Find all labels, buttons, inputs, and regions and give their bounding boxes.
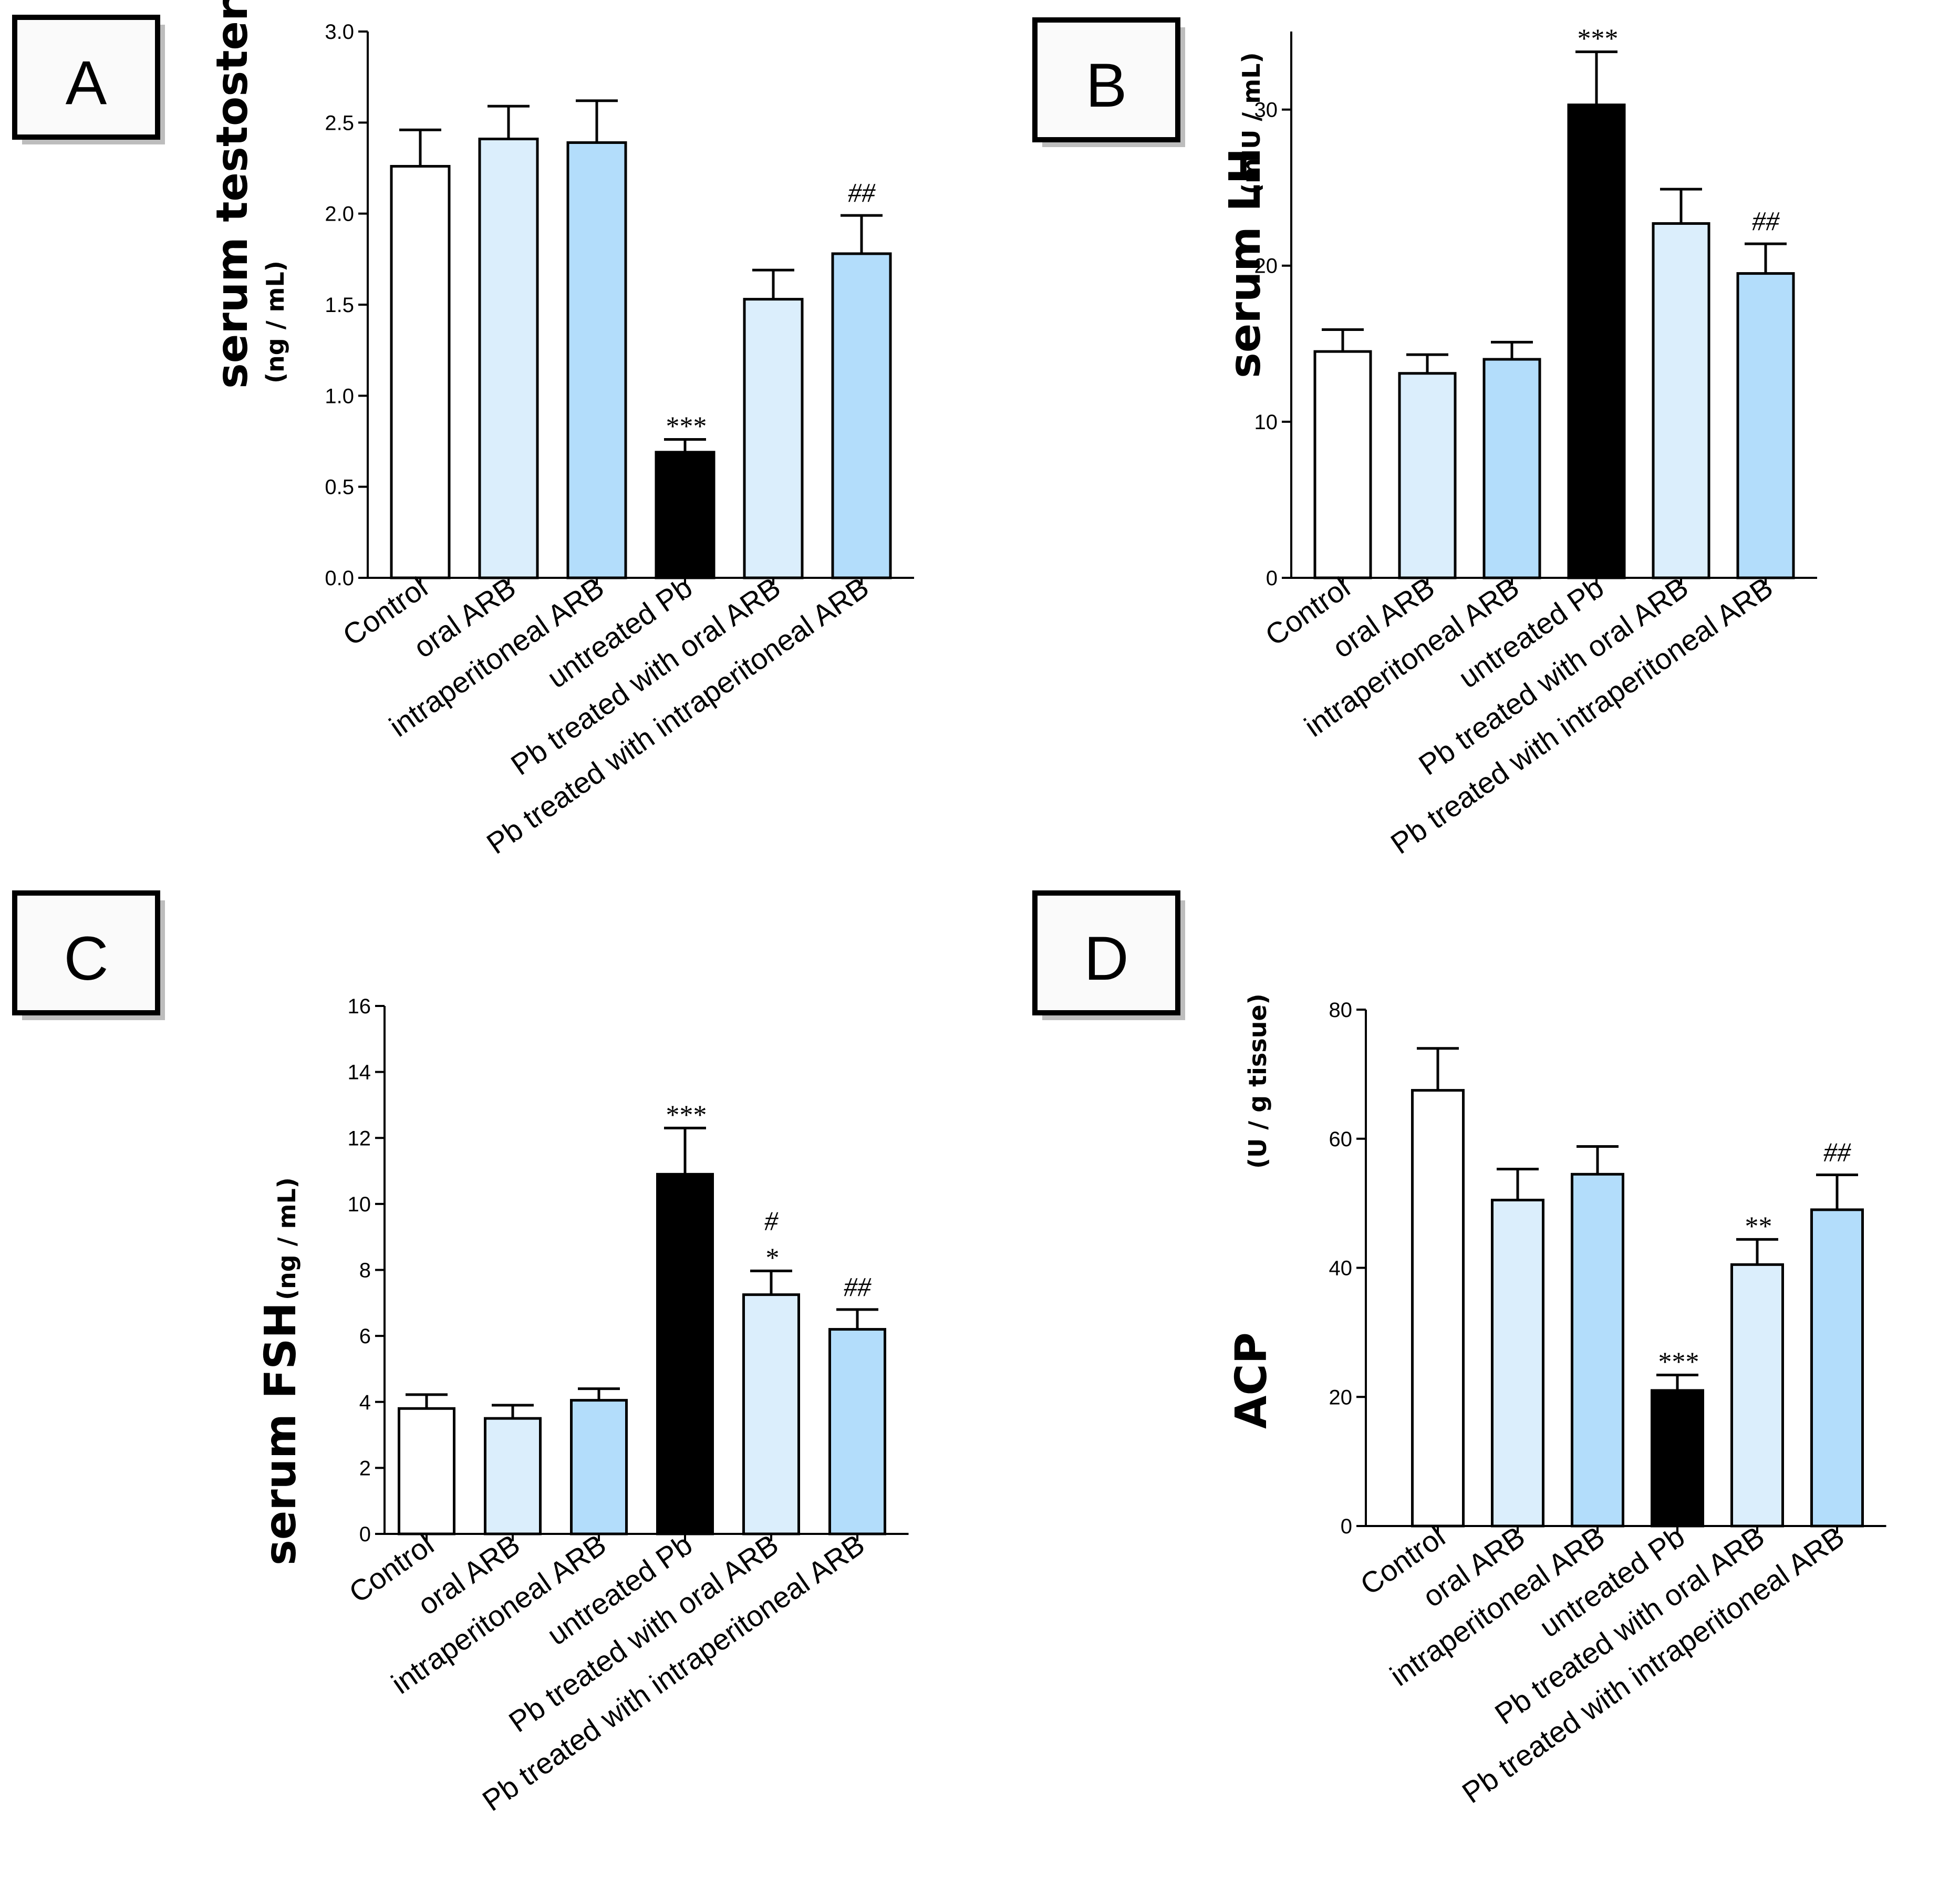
significance-label: *** (665, 1100, 706, 1130)
y-axis-unit: (U / g tissue) (1243, 993, 1272, 1169)
y-tick-label: 2.5 (325, 111, 354, 134)
bar (1411, 1089, 1465, 1528)
panel-letter: A (66, 48, 107, 118)
bar (1651, 1389, 1704, 1528)
y-tick-label: 1.0 (325, 385, 354, 408)
y-axis-title: serum LH (1220, 148, 1270, 378)
significance-label: *** (1657, 1347, 1698, 1377)
bar (1398, 372, 1457, 579)
bar (1491, 1198, 1544, 1528)
y-tick-label: 60 (1329, 1128, 1353, 1151)
panel-box (1032, 17, 1180, 142)
y-tick-label: 10 (348, 1193, 371, 1216)
y-tick-label: 40 (1329, 1257, 1353, 1280)
significance-label: *** (1576, 24, 1617, 54)
y-tick-label: 1.5 (325, 294, 354, 317)
panel-box (12, 890, 160, 1015)
panel-letter: D (1084, 924, 1128, 993)
bar (1567, 103, 1626, 579)
y-tick-label: 80 (1329, 999, 1353, 1022)
significance-label: *** (665, 412, 706, 442)
y-tick-label: 0 (1341, 1515, 1352, 1538)
bar (478, 138, 539, 579)
y-tick-label: 0 (1266, 567, 1278, 590)
y-axis-unit: (ng / mL) (261, 261, 289, 383)
y-tick-label: 0.0 (325, 567, 354, 590)
bar (831, 252, 892, 579)
bar (390, 165, 451, 579)
significance-label: ** (1744, 1211, 1771, 1241)
panel-letter: B (1086, 51, 1127, 120)
bar (570, 1399, 628, 1535)
panel-box (12, 15, 160, 140)
y-tick-label: 8 (359, 1259, 371, 1282)
y-tick-label: 30 (1254, 99, 1278, 122)
bar (1730, 1263, 1784, 1528)
bar (743, 298, 804, 579)
y-tick-label: 10 (1254, 411, 1278, 434)
y-tick-label: 0.5 (325, 476, 354, 499)
significance-label: * (764, 1243, 778, 1273)
y-tick-label: 20 (1254, 255, 1278, 278)
bar (1313, 350, 1372, 579)
bar (484, 1417, 542, 1535)
bar (1736, 272, 1795, 579)
y-tick-label: 3.0 (325, 20, 354, 44)
bar (1482, 358, 1541, 579)
y-axis-unit: (ng / mL) (273, 1177, 301, 1300)
bar (1810, 1208, 1864, 1528)
y-axis-title: serum testosterone (208, 0, 257, 389)
y-tick-label: 4 (359, 1391, 371, 1414)
significance-label: ## (844, 1272, 872, 1302)
bar (566, 141, 627, 579)
panel-letter: C (64, 924, 108, 993)
panel-box (1032, 890, 1180, 1015)
significance-label: ## (1823, 1138, 1851, 1168)
bar (828, 1328, 886, 1535)
bar (398, 1407, 455, 1535)
y-tick-label: 2 (359, 1457, 371, 1480)
y-tick-label: 6 (359, 1325, 371, 1348)
significance-label: ## (848, 178, 876, 208)
y-tick-label: 2.0 (325, 203, 354, 226)
bar (742, 1293, 800, 1535)
bar (656, 1172, 714, 1535)
y-tick-label: 14 (348, 1061, 371, 1084)
y-tick-label: 0 (359, 1523, 371, 1546)
bar (1652, 222, 1710, 579)
bar (1571, 1172, 1624, 1528)
y-axis-title: serum FSH (256, 1302, 306, 1565)
significance-label: ## (1752, 206, 1780, 236)
y-axis-title: ACP (1227, 1332, 1277, 1429)
significance-label: # (764, 1206, 779, 1236)
y-axis-unit: (mIU / mL) (1237, 52, 1266, 194)
y-tick-label: 16 (348, 995, 371, 1018)
bar (655, 451, 715, 579)
y-tick-label: 20 (1329, 1386, 1353, 1409)
y-tick-label: 12 (348, 1127, 371, 1150)
